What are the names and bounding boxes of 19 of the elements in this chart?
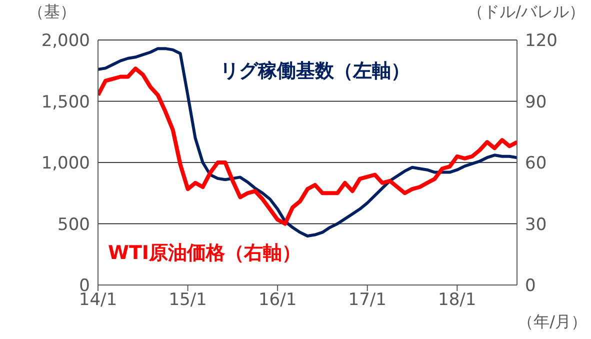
y2-tick-label: 90 <box>525 92 547 112</box>
y-tick-label: 1,500 <box>41 92 90 112</box>
x-tick-label: 16/1 <box>258 290 297 310</box>
x-tick-label: 15/1 <box>168 290 207 310</box>
series-label: リグ稼働基数（左軸） <box>220 59 410 84</box>
x-tick-label: 17/1 <box>348 290 386 310</box>
y-axis-title: （基） <box>28 2 76 23</box>
y2-tick-label: 30 <box>525 214 547 235</box>
y2-axis-title: （ドル/バレル） <box>468 2 585 23</box>
y-tick-label: 2,000 <box>41 31 90 52</box>
y-tick-label: 1,000 <box>41 154 90 174</box>
line-series <box>98 47 517 238</box>
y2-tick-label: 0 <box>525 276 536 296</box>
series-label: WTI原油価格（右軸） <box>108 241 301 266</box>
x-tick-label: 18/1 <box>438 290 476 310</box>
x-axis-title: （年/月） <box>518 312 587 333</box>
y2-tick-label: 120 <box>525 31 558 52</box>
y-tick-label: 500 <box>58 214 90 235</box>
y2-tick-label: 60 <box>525 154 547 174</box>
